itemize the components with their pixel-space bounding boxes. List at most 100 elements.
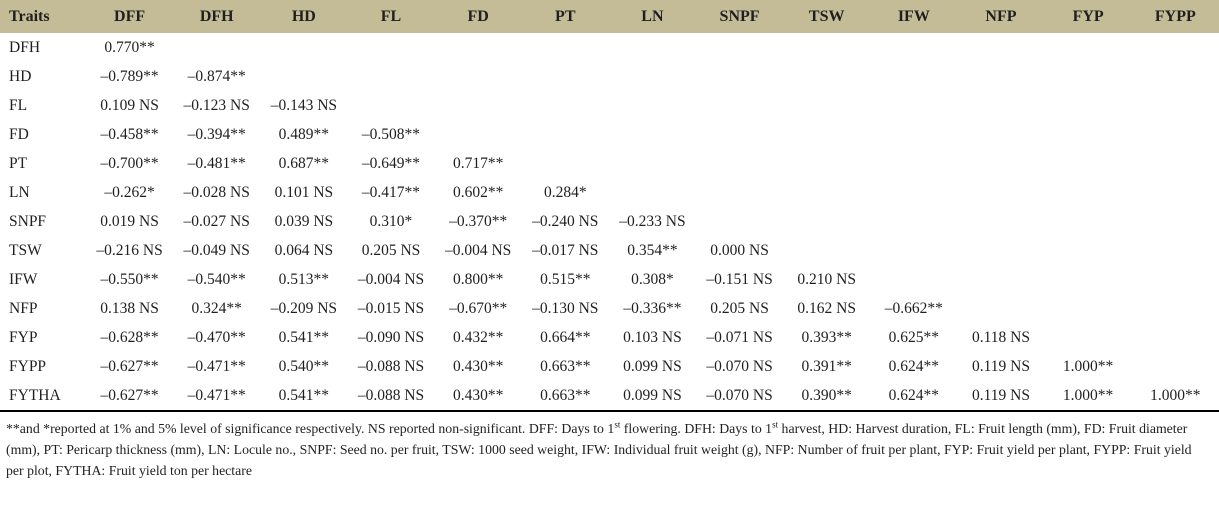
column-header-nfp: NFP: [957, 0, 1045, 33]
correlation-value: [870, 236, 957, 265]
correlation-value: [1045, 62, 1132, 91]
correlation-value: [1045, 294, 1132, 323]
correlation-value: 0.663**: [540, 357, 591, 375]
correlation-value: 0.308*: [631, 270, 674, 288]
column-header-traits: Traits: [0, 0, 86, 33]
correlation-value: –0.550**: [100, 270, 159, 288]
correlation-value: 1.000**: [1062, 386, 1114, 404]
column-header-ifw: IFW: [870, 0, 958, 33]
correlation-value: 0.310*: [369, 212, 413, 230]
row-label: PT: [9, 154, 28, 172]
correlation-value: –0.017 NS: [532, 241, 599, 259]
correlation-value: [522, 33, 609, 62]
correlation-value: [609, 120, 696, 149]
correlation-value: –0.394**: [187, 125, 246, 143]
correlation-value: 0.354**: [627, 241, 678, 259]
correlation-value: 0.064 NS: [274, 241, 334, 259]
correlation-value: [783, 207, 870, 236]
row-label: SNPF: [9, 212, 47, 230]
correlation-value: [1132, 207, 1219, 236]
correlation-value: –0.015 NS: [357, 299, 425, 317]
correlation-value: [609, 62, 696, 91]
table-row-fd: FD –0.458** –0.394** 0.489** –0.508**: [0, 120, 1219, 149]
correlation-value: –0.540**: [187, 270, 246, 288]
column-header-dfh: DFH: [173, 0, 261, 33]
correlation-value: 0.430**: [452, 386, 504, 404]
correlation-value: [1045, 236, 1132, 265]
correlation-value: [1132, 323, 1219, 352]
correlation-value: –0.471**: [187, 357, 246, 375]
correlation-table: Traits DFF DFH HD FL FD PT LN SNPF TSW IFW NFP FYP FY…: [0, 0, 1219, 412]
table-row-fypp: FYPP –0.627** –0.471** 0.540** –0.088 NS 0.43…: [0, 352, 1219, 381]
correlation-value: 0.513**: [278, 270, 330, 288]
correlation-value: [435, 120, 522, 149]
correlation-value: –0.627**: [100, 357, 159, 375]
correlation-value: [783, 149, 870, 178]
correlation-value: [522, 91, 609, 120]
correlation-value: [522, 120, 609, 149]
row-label: HD: [9, 67, 32, 85]
correlation-value: 0.324**: [191, 299, 242, 317]
correlation-table-body: DFH 0.770** HD –0.789** –0.874** FL 0.109 NS –0…: [0, 33, 1219, 411]
column-header-pt: PT: [521, 0, 609, 33]
table-row-snpf: SNPF 0.019 NS –0.027 NS 0.039 NS 0.310* –0.37…: [0, 207, 1219, 236]
correlation-value: [609, 149, 696, 178]
column-header-fd: FD: [434, 0, 522, 33]
row-label: FYTHA: [9, 386, 61, 404]
correlation-value: –0.481**: [187, 154, 246, 172]
correlation-value: 0.210 NS: [797, 270, 856, 288]
correlation-value: [870, 207, 957, 236]
correlation-value: 0.099 NS: [623, 357, 682, 375]
correlation-value: 0.624**: [888, 386, 940, 404]
correlation-value: –0.458**: [100, 125, 159, 143]
correlation-value: [609, 178, 696, 207]
correlation-value: –0.628**: [100, 328, 159, 346]
table-row-fytha: FYTHA –0.627** –0.471** 0.541** –0.088 NS 0.4…: [0, 381, 1219, 411]
correlation-value: [1132, 149, 1219, 178]
column-header-tsw: TSW: [783, 0, 871, 33]
correlation-value: –0.471**: [187, 386, 246, 404]
correlation-value: –0.028 NS: [183, 183, 250, 201]
correlation-value: 0.687**: [278, 154, 330, 172]
correlation-value: [696, 62, 783, 91]
row-label: DFH: [9, 38, 41, 56]
column-header-fyp: FYP: [1044, 0, 1132, 33]
header-row: Traits DFF DFH HD FL FD PT LN SNPF TSW IFW NFP FYP FY…: [0, 0, 1219, 33]
correlation-value: –0.088 NS: [357, 357, 425, 375]
row-label: IFW: [9, 270, 38, 288]
correlation-value: –0.070 NS: [706, 357, 773, 375]
correlation-value: [783, 120, 870, 149]
correlation-value: 1.000**: [1150, 386, 1201, 404]
correlation-value: [435, 91, 522, 120]
table-row-ln: LN –0.262* –0.028 NS 0.101 NS –0.417** 0.602*…: [0, 178, 1219, 207]
correlation-value: [1132, 236, 1219, 265]
table-row-pt: PT –0.700** –0.481** 0.687** –0.649** 0.717**: [0, 149, 1219, 178]
correlation-value: –0.088 NS: [357, 386, 425, 404]
footnote-text: flowering. DFH: Days to 1: [620, 421, 773, 436]
correlation-value: –0.262*: [104, 183, 155, 201]
correlation-value: [957, 91, 1044, 120]
correlation-value: 0.541**: [278, 328, 330, 346]
correlation-value: –0.004 NS: [444, 241, 512, 259]
correlation-value: 0.625**: [888, 328, 940, 346]
footnote-superscript: st: [772, 419, 779, 430]
footnote-superscript: st: [614, 419, 621, 430]
correlation-value: –0.370**: [449, 212, 508, 230]
correlation-value: 0.432**: [452, 328, 504, 346]
column-header-hd: HD: [260, 0, 348, 33]
correlation-value: [696, 120, 783, 149]
correlation-value: –0.417**: [361, 183, 421, 201]
correlation-value: [870, 33, 957, 62]
correlation-value: –0.216 NS: [96, 241, 163, 259]
column-header-ln: LN: [608, 0, 696, 33]
row-label: NFP: [9, 299, 38, 317]
correlation-value: [260, 62, 347, 91]
correlation-value: [1045, 149, 1132, 178]
column-header-fypp: FYPP: [1131, 0, 1219, 33]
row-label: FYPP: [9, 357, 47, 375]
correlation-value: 0.624**: [888, 357, 940, 375]
correlation-value: 0.800**: [452, 270, 504, 288]
correlation-value: [783, 62, 870, 91]
correlation-value: [696, 207, 783, 236]
correlation-value: [957, 178, 1044, 207]
